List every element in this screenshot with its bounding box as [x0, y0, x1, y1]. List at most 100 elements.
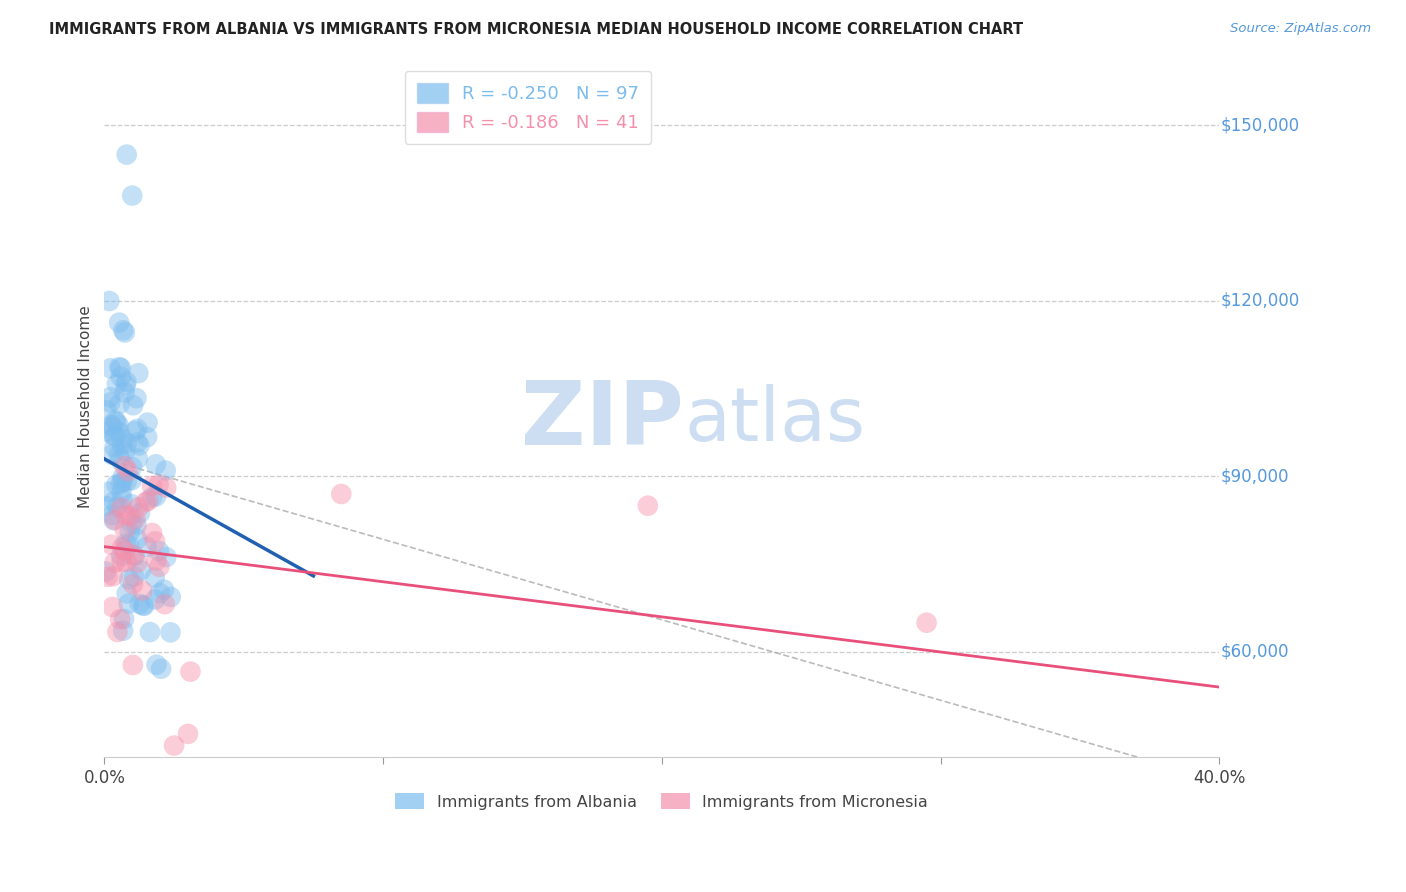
Point — [145, 657, 167, 672]
Text: ZIP: ZIP — [522, 376, 685, 464]
Point — [105, 477, 128, 491]
Point — [121, 517, 143, 532]
Point — [110, 369, 132, 384]
Point — [149, 586, 172, 600]
Point — [107, 624, 129, 639]
Point — [104, 429, 127, 443]
Point — [120, 508, 142, 523]
Point — [98, 390, 121, 404]
Point — [94, 499, 117, 513]
Point — [114, 508, 136, 523]
Point — [141, 526, 163, 541]
Point — [155, 481, 177, 495]
Point — [108, 612, 131, 626]
Point — [115, 436, 138, 450]
Y-axis label: Median Household Income: Median Household Income — [79, 305, 93, 508]
Legend: Immigrants from Albania, Immigrants from Micronesia: Immigrants from Albania, Immigrants from… — [389, 787, 935, 816]
Point — [115, 586, 138, 600]
Point — [141, 491, 163, 505]
Point — [114, 378, 136, 392]
Point — [101, 420, 124, 434]
Point — [105, 377, 128, 392]
Point — [100, 418, 122, 433]
Point — [134, 599, 156, 613]
Point — [330, 487, 353, 501]
Point — [127, 556, 149, 570]
Point — [100, 538, 122, 552]
Point — [101, 448, 124, 462]
Point — [97, 484, 120, 499]
Point — [115, 147, 138, 161]
Point — [101, 508, 124, 522]
Point — [125, 518, 148, 533]
Point — [637, 499, 659, 513]
Point — [112, 323, 135, 337]
Point — [96, 403, 118, 417]
Point — [103, 513, 125, 527]
Point — [107, 417, 129, 432]
Point — [114, 459, 136, 474]
Point — [105, 416, 128, 430]
Point — [159, 625, 181, 640]
Point — [121, 657, 143, 672]
Point — [135, 540, 157, 554]
Point — [179, 665, 201, 679]
Point — [108, 397, 131, 411]
Point — [94, 425, 117, 439]
Point — [103, 429, 125, 443]
Text: atlas: atlas — [685, 384, 865, 457]
Point — [127, 500, 149, 515]
Point — [153, 582, 176, 597]
Point — [94, 565, 117, 579]
Point — [136, 493, 159, 508]
Point — [136, 416, 159, 430]
Point — [139, 625, 162, 640]
Point — [159, 590, 181, 604]
Point — [111, 475, 134, 489]
Point — [110, 485, 132, 500]
Point — [127, 532, 149, 546]
Point — [122, 569, 145, 583]
Point — [145, 458, 167, 472]
Point — [127, 451, 149, 466]
Point — [114, 543, 136, 558]
Point — [127, 435, 149, 450]
Text: $90,000: $90,000 — [1220, 467, 1289, 485]
Point — [128, 597, 150, 611]
Point — [98, 293, 121, 308]
Point — [114, 523, 136, 537]
Point — [121, 460, 143, 475]
Point — [111, 555, 134, 569]
Point — [110, 476, 132, 491]
Point — [141, 479, 163, 493]
Point — [104, 413, 127, 427]
Point — [101, 599, 124, 614]
Text: $150,000: $150,000 — [1220, 116, 1299, 135]
Point — [108, 425, 131, 439]
Point — [132, 599, 155, 613]
Point — [108, 316, 131, 330]
Point — [114, 385, 136, 400]
Point — [148, 478, 170, 492]
Point — [114, 536, 136, 550]
Point — [134, 495, 156, 509]
Point — [129, 563, 152, 577]
Point — [118, 537, 141, 551]
Point — [128, 438, 150, 452]
Point — [121, 188, 143, 202]
Point — [118, 573, 141, 587]
Point — [114, 326, 136, 340]
Point — [124, 424, 146, 438]
Point — [111, 492, 134, 507]
Point — [143, 570, 166, 584]
Point — [127, 366, 149, 380]
Point — [118, 525, 141, 540]
Point — [111, 432, 134, 446]
Point — [110, 453, 132, 467]
Text: $60,000: $60,000 — [1220, 643, 1289, 661]
Point — [177, 727, 200, 741]
Point — [108, 360, 131, 375]
Point — [121, 473, 143, 487]
Point — [143, 534, 166, 549]
Point — [114, 444, 136, 458]
